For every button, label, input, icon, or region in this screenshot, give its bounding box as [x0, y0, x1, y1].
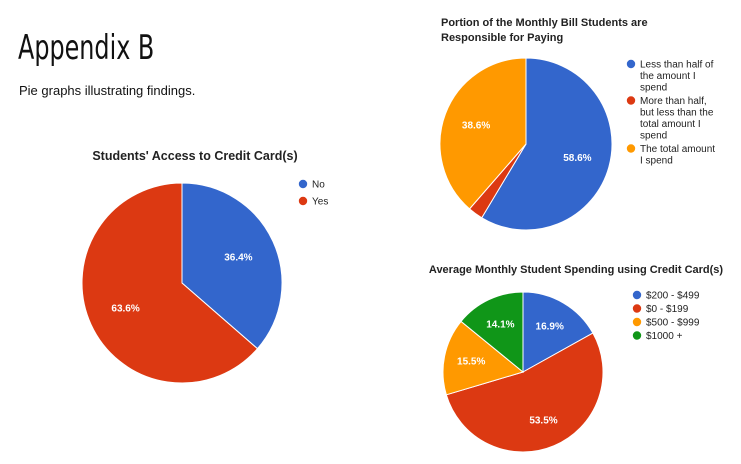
legend-label: spend [640, 131, 667, 142]
chart-title: Average Monthly Student Spending using C… [429, 264, 724, 276]
legend-marker [632, 304, 642, 313]
slice-data-label: 53.5% [529, 416, 557, 427]
pie-slice [181, 182, 283, 350]
pie-slice [481, 57, 613, 231]
pie-slice [81, 182, 259, 384]
pie-chart-3: Average Monthly Student Spending using C… [429, 264, 724, 453]
pie-chart-1: Students' Access to Credit Card(s) 36.4% 6… [81, 149, 328, 384]
legend-item: $200 - $499 [632, 290, 700, 302]
slice-data-label: 38.6% [462, 120, 490, 131]
legend-label: Less than half of [640, 60, 714, 71]
slice-data-label: 16.9% [536, 322, 564, 333]
pie-slice [445, 332, 604, 453]
page-subtitle: Pie graphs illustrating findings. [19, 83, 196, 98]
legend-label: $1000 + [646, 331, 683, 342]
legend-label: the amount I [640, 71, 696, 82]
legend-label: $500 - $999 [646, 318, 700, 329]
legend-marker [632, 317, 642, 327]
legend-item: No [298, 179, 325, 191]
legend-marker [626, 59, 636, 69]
legend-marker [626, 144, 636, 153]
legend-label: total amount I [640, 119, 701, 130]
legend-item: Yes [298, 196, 328, 208]
legend-marker [298, 179, 308, 189]
page-title: Appendix B [18, 28, 155, 68]
legend-marker [632, 331, 642, 340]
legend-item: $0 - $199 [632, 304, 689, 315]
pie-slice [522, 291, 594, 373]
pie-slice [439, 57, 527, 210]
chart-title: Responsible for Paying [441, 32, 563, 44]
slice-data-label: 14.1% [486, 319, 514, 330]
legend-marker [626, 96, 636, 105]
chart-title: Students' Access to Credit Card(s) [92, 149, 297, 163]
pie-slice [442, 320, 525, 396]
slice-data-label: 36.4% [224, 252, 252, 263]
legend-label: More than half, [640, 96, 707, 107]
legend-label: $0 - $199 [646, 304, 689, 315]
legend-label: No [312, 180, 325, 191]
legend-label: Yes [312, 197, 328, 208]
slice-data-label: 63.6% [111, 304, 139, 315]
slice-data-label: 58.6% [563, 153, 591, 164]
chart-title: Portion of the Monthly Bill Students are [441, 17, 648, 29]
legend-label: but less than the [640, 108, 714, 119]
legend-item: $500 - $999 [632, 317, 700, 329]
slice-data-label: 15.5% [457, 357, 485, 368]
pie-slice [460, 291, 524, 374]
legend-label: The total amount [640, 144, 715, 155]
legend-marker [298, 196, 308, 206]
pie-chart-2: Portion of the Monthly Bill Students are… [439, 17, 715, 231]
legend-item: $1000 + [632, 331, 683, 342]
legend-label: I spend [640, 156, 673, 167]
legend-label: $200 - $499 [646, 291, 700, 302]
legend-marker [632, 290, 642, 300]
legend-label: spend [640, 83, 667, 94]
